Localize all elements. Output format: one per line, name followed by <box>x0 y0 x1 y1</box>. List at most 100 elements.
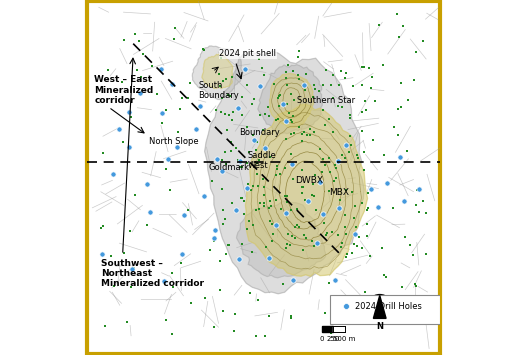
Point <box>298 184 306 190</box>
Point <box>346 113 354 118</box>
Point <box>400 198 408 204</box>
Point <box>201 295 209 301</box>
Point <box>221 217 229 222</box>
Point <box>278 281 287 286</box>
Point <box>223 242 232 248</box>
Point <box>217 55 226 61</box>
Polygon shape <box>204 51 364 294</box>
Point <box>238 164 246 170</box>
Point <box>393 132 402 138</box>
Point <box>200 193 208 199</box>
Point <box>281 245 290 251</box>
Point <box>309 182 317 187</box>
Point <box>216 83 224 89</box>
Point <box>255 56 263 62</box>
Point <box>236 165 244 170</box>
Point <box>240 66 249 72</box>
Point <box>359 64 368 70</box>
Point <box>288 113 297 119</box>
Point <box>173 144 182 150</box>
Point <box>222 76 230 82</box>
Point <box>337 69 345 74</box>
Point <box>302 71 310 77</box>
Point <box>329 72 338 78</box>
Point <box>378 245 386 251</box>
Point <box>275 103 283 108</box>
Point <box>321 122 329 127</box>
Point <box>403 148 411 154</box>
Point <box>293 206 301 212</box>
Point <box>252 333 261 339</box>
Point <box>353 243 361 249</box>
Point <box>325 188 334 194</box>
Point <box>318 169 326 175</box>
Point <box>347 190 356 195</box>
Point <box>228 200 237 205</box>
Point <box>242 226 251 232</box>
Point <box>367 86 375 91</box>
Point <box>399 23 407 29</box>
Point <box>266 218 274 224</box>
Point <box>326 330 335 335</box>
Point <box>332 165 340 171</box>
Point <box>161 166 170 172</box>
Point <box>362 108 370 113</box>
Point <box>139 51 148 56</box>
Point <box>183 95 192 101</box>
Point <box>336 197 345 203</box>
Point <box>222 251 230 257</box>
Point <box>295 76 303 82</box>
Point <box>302 132 311 138</box>
Polygon shape <box>374 295 386 318</box>
Text: Southern Star: Southern Star <box>297 97 355 105</box>
Point <box>348 251 356 256</box>
Point <box>420 306 428 312</box>
Point <box>365 65 374 70</box>
Point <box>289 277 297 283</box>
Point <box>259 176 268 182</box>
Point <box>261 111 269 117</box>
Point <box>309 82 318 88</box>
Point <box>287 316 296 321</box>
Point <box>397 284 406 289</box>
Point <box>210 228 219 233</box>
Point <box>410 77 418 83</box>
Point <box>218 95 227 101</box>
Point <box>344 149 353 155</box>
Point <box>282 136 290 142</box>
Point <box>330 277 339 283</box>
Polygon shape <box>333 326 345 333</box>
Point <box>256 200 264 206</box>
Point <box>184 207 192 213</box>
Point <box>326 169 334 175</box>
Point <box>363 234 372 239</box>
Point <box>365 315 374 320</box>
Point <box>107 253 115 259</box>
Point <box>212 156 221 162</box>
Point <box>361 289 369 295</box>
Point <box>360 149 368 155</box>
Point <box>229 109 237 115</box>
Point <box>287 313 296 319</box>
Point <box>126 284 135 290</box>
Point <box>300 130 308 135</box>
Point <box>170 36 178 42</box>
Point <box>338 153 346 158</box>
Point <box>146 209 154 214</box>
Point <box>169 284 177 290</box>
Point <box>337 244 346 250</box>
Point <box>247 187 255 193</box>
Point <box>160 278 168 284</box>
Point <box>352 224 360 230</box>
Point <box>135 90 144 96</box>
Point <box>174 129 182 135</box>
Point <box>265 313 273 318</box>
Point <box>368 75 376 80</box>
Point <box>245 149 253 155</box>
Point <box>358 82 366 87</box>
Polygon shape <box>246 104 367 277</box>
Point <box>313 240 321 246</box>
Point <box>251 147 260 153</box>
Point <box>345 133 354 139</box>
Text: 250: 250 <box>326 336 340 342</box>
